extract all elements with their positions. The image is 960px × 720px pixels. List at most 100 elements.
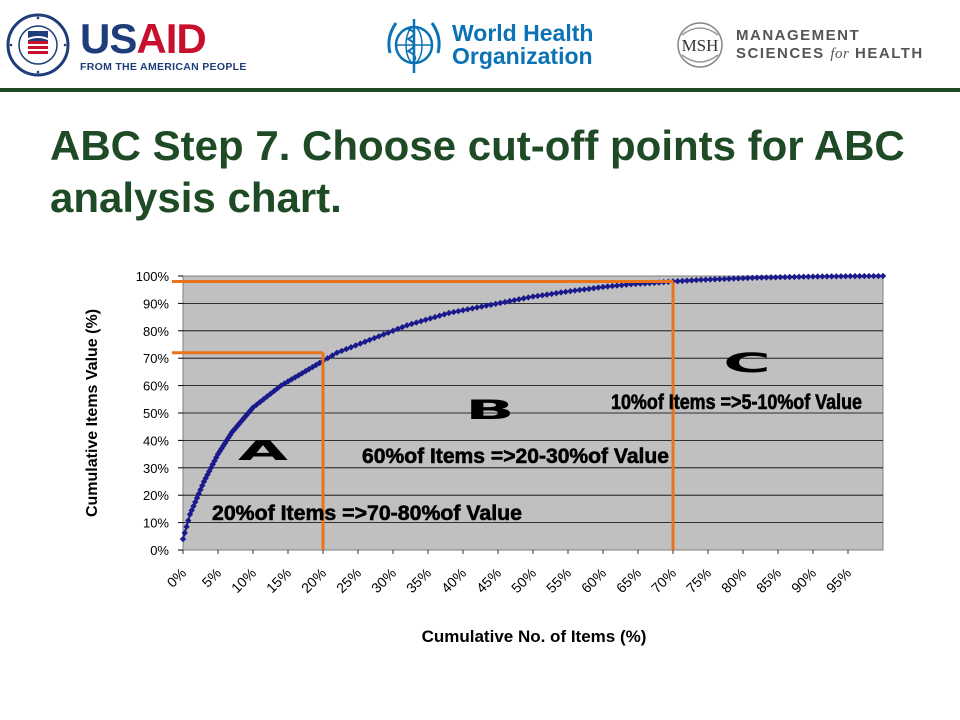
data-point: [814, 273, 821, 280]
usaid-logo: USAID FROM THE AMERICAN PEOPLE: [6, 10, 247, 80]
data-point: [197, 486, 204, 493]
data-point: [548, 290, 555, 298]
data-point: [590, 285, 597, 292]
usaid-seal-icon: [6, 13, 70, 77]
data-point: [520, 295, 527, 302]
data-point: [436, 312, 443, 319]
data-point: [702, 276, 709, 283]
x-tick-label: 5%: [198, 565, 224, 591]
data-point: [193, 494, 201, 502]
data-point: [604, 283, 611, 290]
data-point: [455, 307, 462, 315]
data-point: [188, 507, 195, 514]
x-tick-label: 35%: [403, 565, 434, 596]
x-tick-label: 25%: [333, 565, 364, 596]
data-point: [739, 274, 747, 282]
data-point: [501, 298, 509, 306]
data-point: [833, 273, 840, 280]
data-point: [225, 434, 232, 441]
data-point: [571, 287, 579, 294]
data-point: [394, 325, 401, 333]
msh-logo: MSH MANAGEMENT SCIENCES for HEALTH: [672, 10, 924, 80]
data-point: [562, 288, 569, 296]
data-point: [837, 273, 845, 280]
data-point: [417, 318, 425, 325]
who-logo: World Health Organization: [382, 10, 593, 80]
x-tick-label: 60%: [578, 565, 609, 596]
usaid-tagline: FROM THE AMERICAN PEOPLE: [80, 61, 247, 73]
region-a-annotation: 20%of Items =>70-80%of Value: [212, 502, 522, 525]
y-tick-label: 70%: [143, 351, 169, 366]
y-tick-label: 60%: [143, 379, 169, 394]
data-point: [735, 275, 742, 282]
region-c-letter: C: [723, 347, 771, 379]
data-point: [221, 439, 229, 447]
y-tick-label: 10%: [143, 516, 169, 531]
y-tick-label: 100%: [136, 269, 170, 284]
data-point: [744, 274, 751, 282]
data-point: [534, 292, 541, 300]
x-tick-label: 0%: [163, 565, 189, 591]
data-point: [697, 276, 705, 284]
data-point: [227, 431, 234, 439]
data-point: [329, 352, 336, 359]
data-point: [399, 323, 406, 331]
data-point: [870, 272, 877, 280]
data-point: [232, 424, 239, 432]
data-point: [576, 286, 583, 294]
data-point: [525, 294, 532, 301]
data-point: [819, 273, 826, 280]
data-point: [599, 283, 607, 291]
logo-bar: USAID FROM THE AMERICAN PEOPLE World Hea…: [0, 0, 960, 88]
data-point: [511, 297, 518, 304]
y-tick-label: 50%: [143, 406, 169, 421]
data-point: [459, 307, 467, 314]
data-point: [693, 276, 700, 284]
data-point: [408, 320, 415, 328]
data-point: [805, 273, 812, 280]
data-point: [539, 292, 546, 299]
data-point: [674, 278, 681, 285]
data-point: [721, 275, 728, 283]
x-tick-label: 65%: [613, 565, 644, 596]
data-point: [214, 450, 222, 458]
msh-emblem-icon: MSH: [677, 22, 723, 68]
x-tick-label: 90%: [788, 565, 819, 596]
x-axis-title: Cumulative No. of Items (%): [422, 627, 647, 646]
x-tick-label: 40%: [438, 565, 469, 596]
data-point: [781, 273, 789, 281]
data-point: [865, 272, 873, 280]
region-c-annotation: 10%of Items =>5-10%of Value: [611, 391, 862, 414]
data-point: [786, 273, 793, 281]
y-axis-title: Cumulative Items Value (%): [84, 309, 101, 517]
data-point: [823, 273, 831, 280]
x-tick-label: 10%: [228, 565, 259, 596]
x-tick-label: 55%: [543, 565, 574, 596]
y-tick-label: 20%: [143, 488, 169, 503]
data-point: [567, 287, 574, 295]
data-point: [422, 316, 429, 324]
data-point: [190, 502, 197, 510]
x-tick-label: 20%: [298, 565, 329, 596]
data-point: [445, 309, 453, 317]
data-point: [234, 422, 241, 430]
who-emblem-icon: [387, 19, 441, 73]
data-point: [206, 468, 213, 475]
x-tick-label: 45%: [473, 565, 504, 596]
x-tick-label: 15%: [263, 565, 294, 596]
y-tick-label: 0%: [150, 543, 169, 558]
data-point: [730, 275, 737, 282]
data-point: [179, 535, 187, 543]
data-point: [847, 272, 854, 280]
data-point: [333, 349, 341, 356]
data-point: [758, 274, 765, 281]
data-point: [772, 274, 779, 281]
data-point: [347, 344, 355, 351]
data-point: [842, 273, 849, 280]
data-point: [506, 297, 513, 305]
data-point: [427, 315, 434, 322]
data-point: [800, 273, 807, 280]
data-point: [183, 523, 190, 530]
data-point: [343, 345, 350, 353]
region-b-letter: B: [465, 394, 514, 426]
